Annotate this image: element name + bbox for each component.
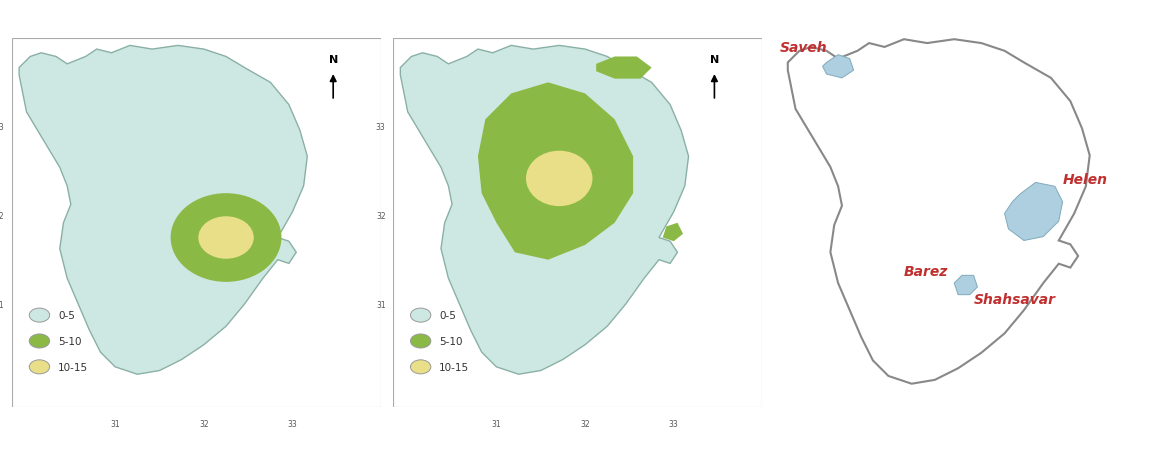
Text: 0-5: 0-5 bbox=[439, 310, 456, 320]
Text: 31: 31 bbox=[110, 419, 120, 428]
Text: 10-15: 10-15 bbox=[57, 362, 88, 372]
Ellipse shape bbox=[29, 308, 49, 322]
Text: N: N bbox=[710, 55, 719, 64]
Text: Saveh: Saveh bbox=[780, 41, 828, 55]
Polygon shape bbox=[1004, 183, 1063, 241]
Ellipse shape bbox=[29, 360, 49, 374]
Text: 32: 32 bbox=[581, 419, 590, 428]
Text: 31: 31 bbox=[375, 300, 386, 309]
Ellipse shape bbox=[411, 334, 430, 348]
Text: 32: 32 bbox=[0, 212, 5, 221]
Text: 32: 32 bbox=[375, 212, 386, 221]
Ellipse shape bbox=[411, 360, 430, 374]
Text: Barez: Barez bbox=[904, 265, 948, 279]
Text: 33: 33 bbox=[0, 123, 5, 132]
Text: Shahsavar: Shahsavar bbox=[974, 292, 1056, 306]
Text: 32: 32 bbox=[199, 419, 209, 428]
Polygon shape bbox=[788, 40, 1090, 384]
Text: 33: 33 bbox=[669, 419, 679, 428]
Text: 31: 31 bbox=[491, 419, 501, 428]
Text: Helen: Helen bbox=[1063, 172, 1107, 186]
Polygon shape bbox=[822, 55, 854, 79]
Text: N: N bbox=[328, 55, 338, 64]
Text: 5-10: 5-10 bbox=[57, 336, 81, 346]
Polygon shape bbox=[955, 276, 977, 295]
Text: 31: 31 bbox=[0, 300, 5, 309]
Ellipse shape bbox=[526, 152, 592, 207]
Text: 0-5: 0-5 bbox=[57, 310, 75, 320]
Ellipse shape bbox=[198, 217, 253, 259]
Ellipse shape bbox=[29, 334, 49, 348]
Ellipse shape bbox=[411, 308, 430, 322]
Text: 33: 33 bbox=[375, 123, 386, 132]
Ellipse shape bbox=[170, 194, 282, 282]
Polygon shape bbox=[19, 46, 307, 374]
Polygon shape bbox=[477, 83, 633, 260]
Text: 10-15: 10-15 bbox=[439, 362, 469, 372]
Text: 5-10: 5-10 bbox=[439, 336, 462, 346]
Polygon shape bbox=[596, 57, 652, 79]
Text: 33: 33 bbox=[287, 419, 298, 428]
Polygon shape bbox=[400, 46, 689, 374]
Polygon shape bbox=[663, 223, 683, 242]
